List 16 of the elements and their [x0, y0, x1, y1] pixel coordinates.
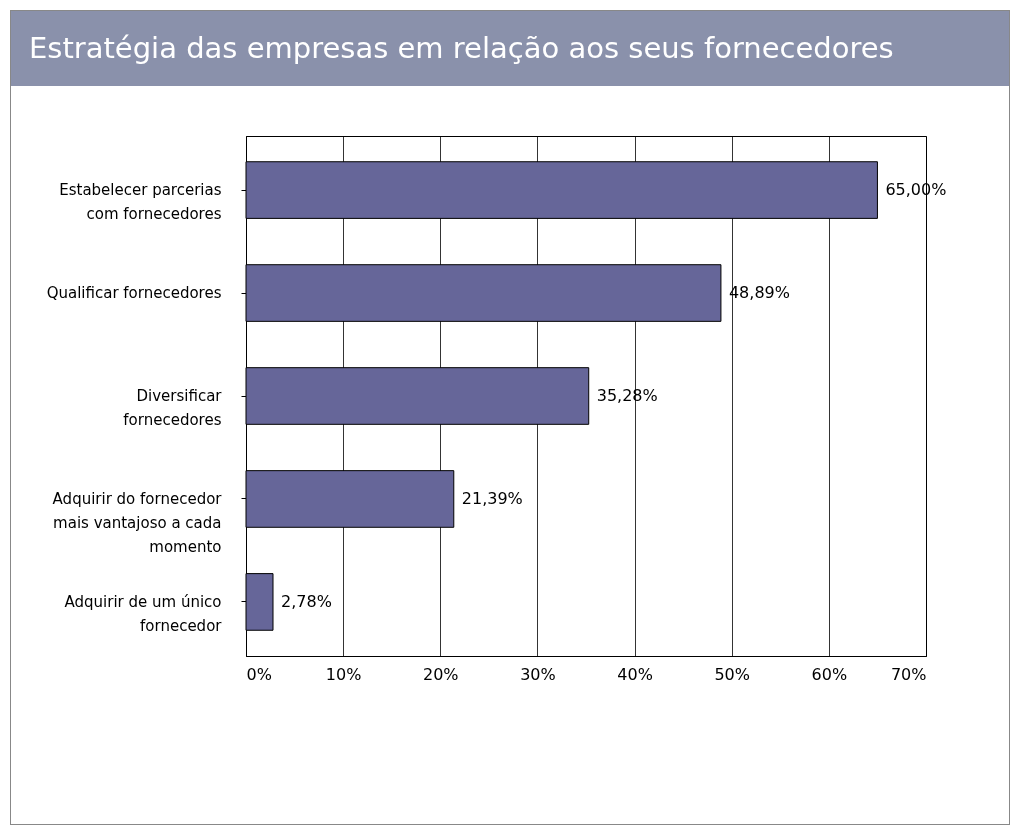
- x-tick-label: 0%: [246, 664, 272, 684]
- y-tick-label: Adquirir de um único fornecedor: [64, 592, 223, 635]
- x-tick-label: 70%: [890, 664, 927, 684]
- x-tick-label: 40%: [617, 664, 653, 684]
- y-tick-label: Estabelecer parcerias com fornecedores: [59, 181, 222, 224]
- x-tick-label: 60%: [811, 664, 848, 684]
- x-tick-label: 10%: [325, 664, 362, 684]
- x-tick-label: 30%: [520, 664, 556, 684]
- y-tick-label: Adquirir do fornecedor mais vantajoso a cada momento: [52, 489, 223, 556]
- x-tick-label: 20%: [423, 664, 459, 684]
- chart-title: Estratégia das empresas em relação aos seus fornecedores: [11, 11, 1009, 86]
- data-label: 21,39%: [461, 488, 523, 508]
- x-tick-label: 50%: [714, 664, 750, 684]
- data-label: 2,78%: [281, 591, 332, 611]
- y-tick-label: Diversificar fornecedores: [123, 387, 223, 429]
- y-tick-label: Qualificar fornecedores: [46, 284, 222, 303]
